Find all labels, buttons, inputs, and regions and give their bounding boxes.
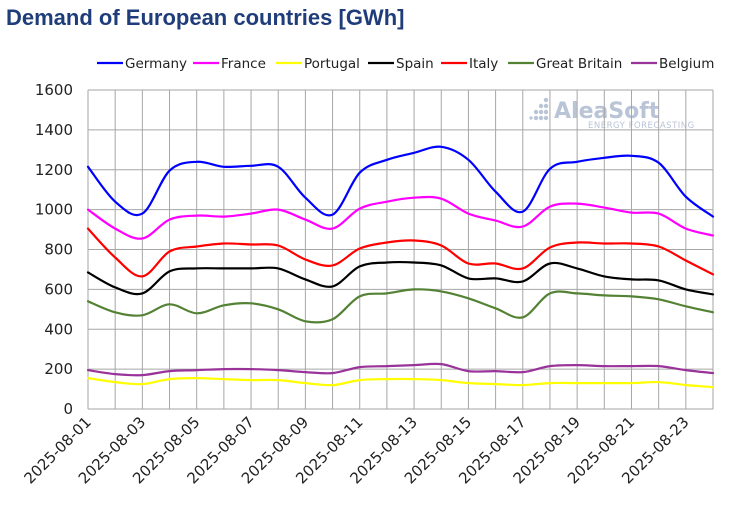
- y-tick-label: 600: [44, 280, 73, 298]
- y-tick-label: 400: [44, 320, 73, 338]
- legend-label-spain: Spain: [396, 56, 434, 72]
- series-line-italy: [86, 227, 715, 278]
- y-tick-label: 0: [63, 400, 73, 418]
- y-tick-label: 1200: [35, 161, 73, 179]
- legend-label-france: France: [221, 56, 266, 72]
- watermark-brand: AleaSoft: [554, 99, 660, 124]
- watermark-dots-icon: [529, 97, 549, 121]
- y-tick-label: 1600: [35, 81, 73, 99]
- legend-label-portugal: Portugal: [304, 56, 360, 72]
- legend-label-italy: Italy: [469, 56, 498, 72]
- series-line-belgium: [86, 362, 715, 377]
- legend-label-great-britain: Great Britain: [536, 56, 622, 72]
- legend: Germany France Portugal Spain Italy Great Bri…: [97, 56, 714, 72]
- chart-title: Demand of European countries [GWh]: [6, 5, 405, 30]
- series-line-great-britain: [86, 288, 715, 324]
- y-tick-label: 800: [44, 241, 73, 259]
- watermark-tagline: ENERGY FORECASTING: [588, 121, 695, 131]
- y-tick-label: 200: [44, 360, 73, 378]
- series-line-france: [86, 195, 715, 240]
- series-line-portugal: [86, 377, 715, 389]
- series-lines: [86, 145, 715, 389]
- legend-label-germany: Germany: [125, 56, 187, 72]
- grid-lines: [87, 89, 714, 410]
- series-line-germany: [86, 145, 715, 218]
- legend-label-belgium: Belgium: [659, 56, 714, 72]
- axes: 020040060080010001200140016002025-08-012…: [20, 81, 692, 487]
- series-line-spain: [86, 260, 715, 296]
- y-tick-label: 1400: [35, 121, 73, 139]
- y-tick-label: 1000: [35, 201, 73, 219]
